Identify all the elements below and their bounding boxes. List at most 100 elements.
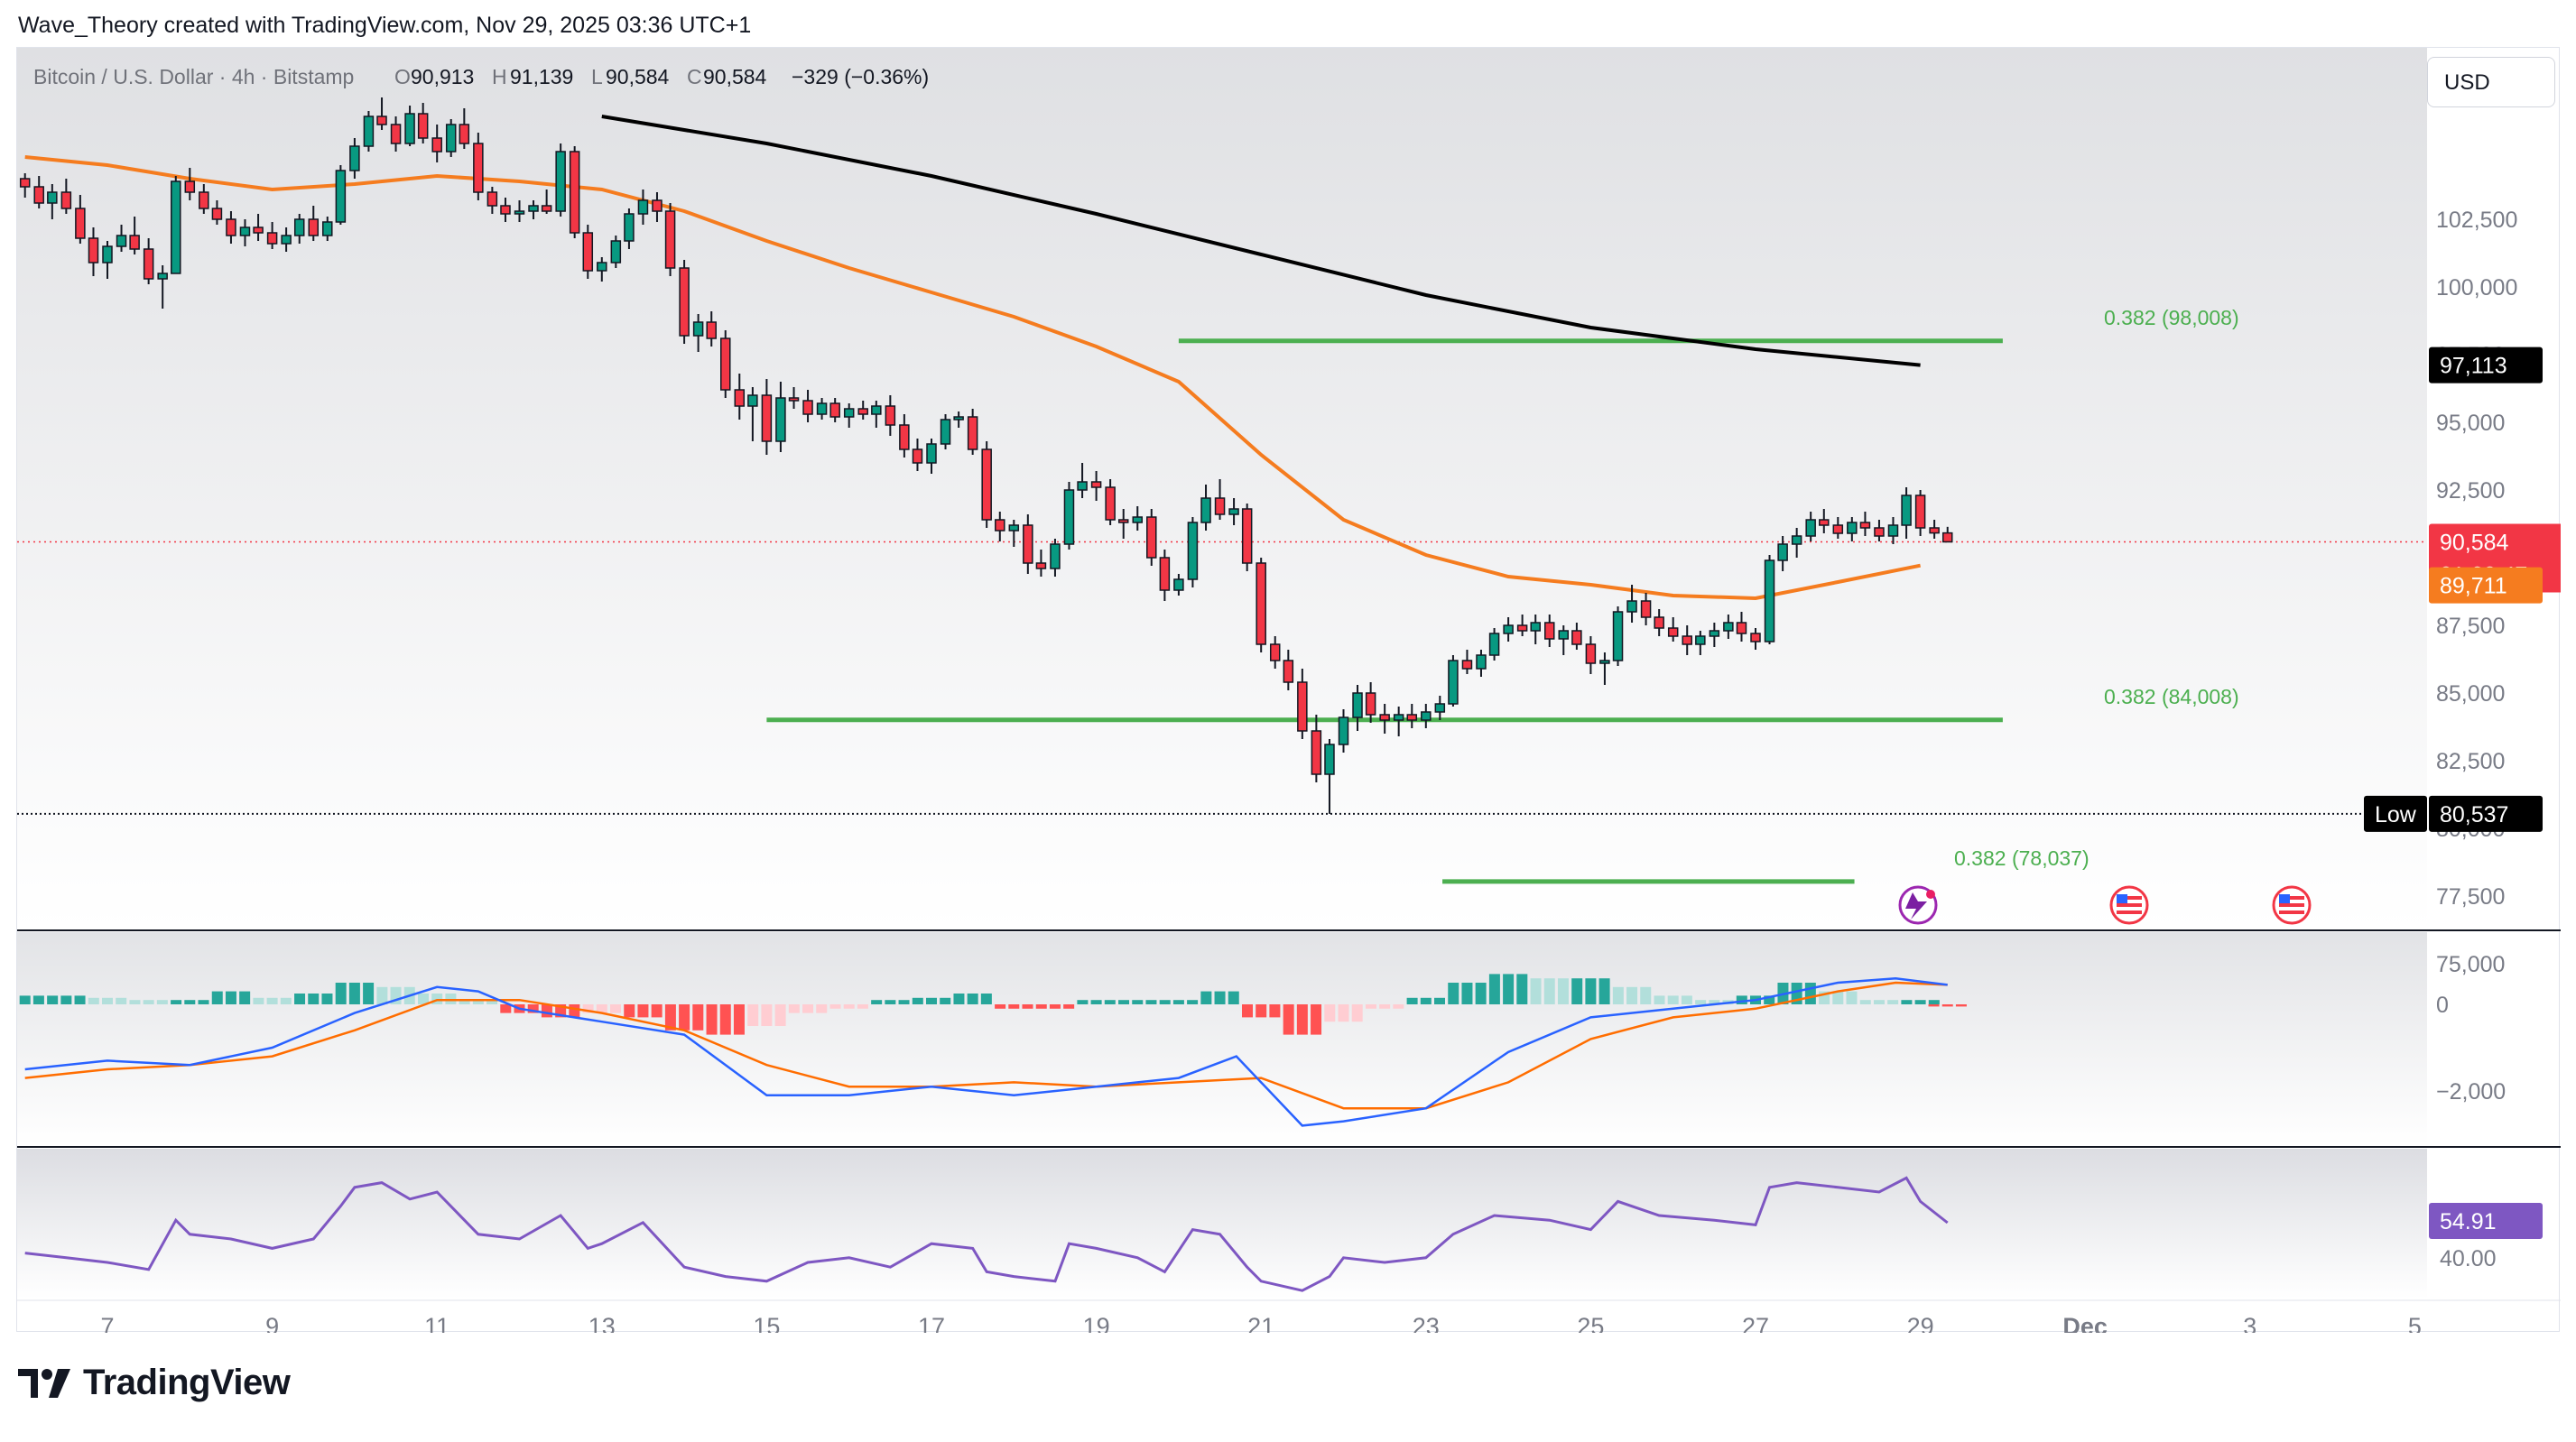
candle[interactable] [308,206,319,241]
candle[interactable] [88,227,99,276]
candle[interactable] [47,184,58,219]
candle[interactable] [871,401,882,428]
candle[interactable] [1859,512,1871,536]
candle[interactable] [981,441,992,528]
candle[interactable] [116,225,127,252]
candle[interactable] [652,192,663,222]
candle[interactable] [912,439,923,471]
rsi-line[interactable] [24,1176,1949,1292]
candle[interactable] [1035,550,1047,577]
tradingview-logo[interactable]: TradingView [18,1363,291,1403]
candle[interactable] [1352,685,1363,731]
candle[interactable] [1159,550,1171,601]
candle[interactable] [1200,485,1211,531]
candle[interactable] [1146,509,1157,566]
candle[interactable] [1023,514,1033,574]
macd-line[interactable] [24,976,1948,1127]
chart-container[interactable]: 102,500100,00097,50095,00092,50090,00087… [16,47,2561,1333]
candle[interactable] [555,143,566,217]
candle[interactable] [1488,628,1500,661]
candle[interactable] [1365,682,1376,723]
candle[interactable] [610,236,622,268]
candle[interactable] [1571,623,1582,650]
candle[interactable] [1338,709,1349,753]
currency-button[interactable]: USD [2427,57,2555,107]
price-chart-svg[interactable]: 102,500100,00097,50095,00092,50090,00087… [17,48,2561,1333]
candle[interactable] [1516,615,1528,636]
candle[interactable] [1723,615,1734,639]
candle[interactable] [226,211,236,244]
candle[interactable] [1406,704,1418,728]
candle[interactable] [967,409,978,455]
flash-event-icon[interactable] [1898,885,1938,925]
candle[interactable] [1283,650,1294,690]
candle[interactable] [1887,517,1899,544]
candle[interactable] [431,125,442,162]
candle[interactable] [75,195,86,244]
candle[interactable] [184,168,196,200]
candle[interactable] [1941,526,1953,543]
event-icons[interactable] [1898,885,2312,925]
candle[interactable] [940,414,951,449]
candle[interactable] [1241,504,1253,571]
candle[interactable] [1090,471,1102,501]
candle[interactable] [253,214,264,241]
candle[interactable] [239,219,251,246]
candle[interactable] [569,146,580,238]
candle[interactable] [1476,650,1487,677]
candle[interactable] [1379,704,1390,734]
candle[interactable] [541,189,552,214]
candle[interactable] [1117,509,1129,539]
candle[interactable] [322,217,333,241]
candle[interactable] [857,401,868,420]
candle[interactable] [747,387,758,441]
candle[interactable] [885,395,896,436]
candle[interactable] [1544,615,1555,647]
candle[interactable] [1750,628,1761,650]
candle[interactable] [1599,652,1610,685]
candle[interactable] [1626,585,1637,623]
candle[interactable] [390,116,402,152]
candle[interactable] [1667,617,1679,642]
candle[interactable] [1640,593,1652,625]
candle[interactable] [157,265,168,309]
candle[interactable] [1050,539,1061,577]
candle[interactable] [60,179,72,214]
candle[interactable] [1256,558,1266,652]
candle[interactable] [335,165,347,225]
candle[interactable] [486,187,498,214]
candle[interactable] [211,200,223,225]
candle[interactable] [33,176,44,208]
candle[interactable] [1832,517,1844,539]
candle[interactable] [1063,482,1075,550]
candle[interactable] [1847,517,1858,541]
candle[interactable] [1901,487,1912,539]
candle[interactable] [734,374,746,420]
candle[interactable] [1269,636,1281,669]
candle[interactable] [1311,715,1322,782]
candle[interactable] [473,133,484,200]
candle[interactable] [692,314,704,352]
candle[interactable] [266,222,278,249]
candle[interactable] [1654,609,1664,636]
candle[interactable] [1612,606,1624,666]
candle[interactable] [293,214,305,244]
candle[interactable] [1228,498,1239,525]
candle[interactable] [404,106,415,146]
candle[interactable] [802,390,813,422]
candle[interactable] [102,241,113,279]
candle[interactable] [953,411,964,428]
candle[interactable] [1682,625,1692,655]
candle[interactable] [679,260,690,344]
candle[interactable] [899,414,910,458]
candle[interactable] [1736,612,1747,642]
candle[interactable] [1461,650,1473,674]
candle[interactable] [500,198,511,222]
candle[interactable] [19,173,31,198]
candle[interactable] [664,203,676,276]
candle[interactable] [1421,704,1432,728]
candle[interactable] [1819,509,1830,533]
candle[interactable] [129,217,140,254]
candle[interactable] [1187,517,1199,587]
candle[interactable] [624,208,635,249]
